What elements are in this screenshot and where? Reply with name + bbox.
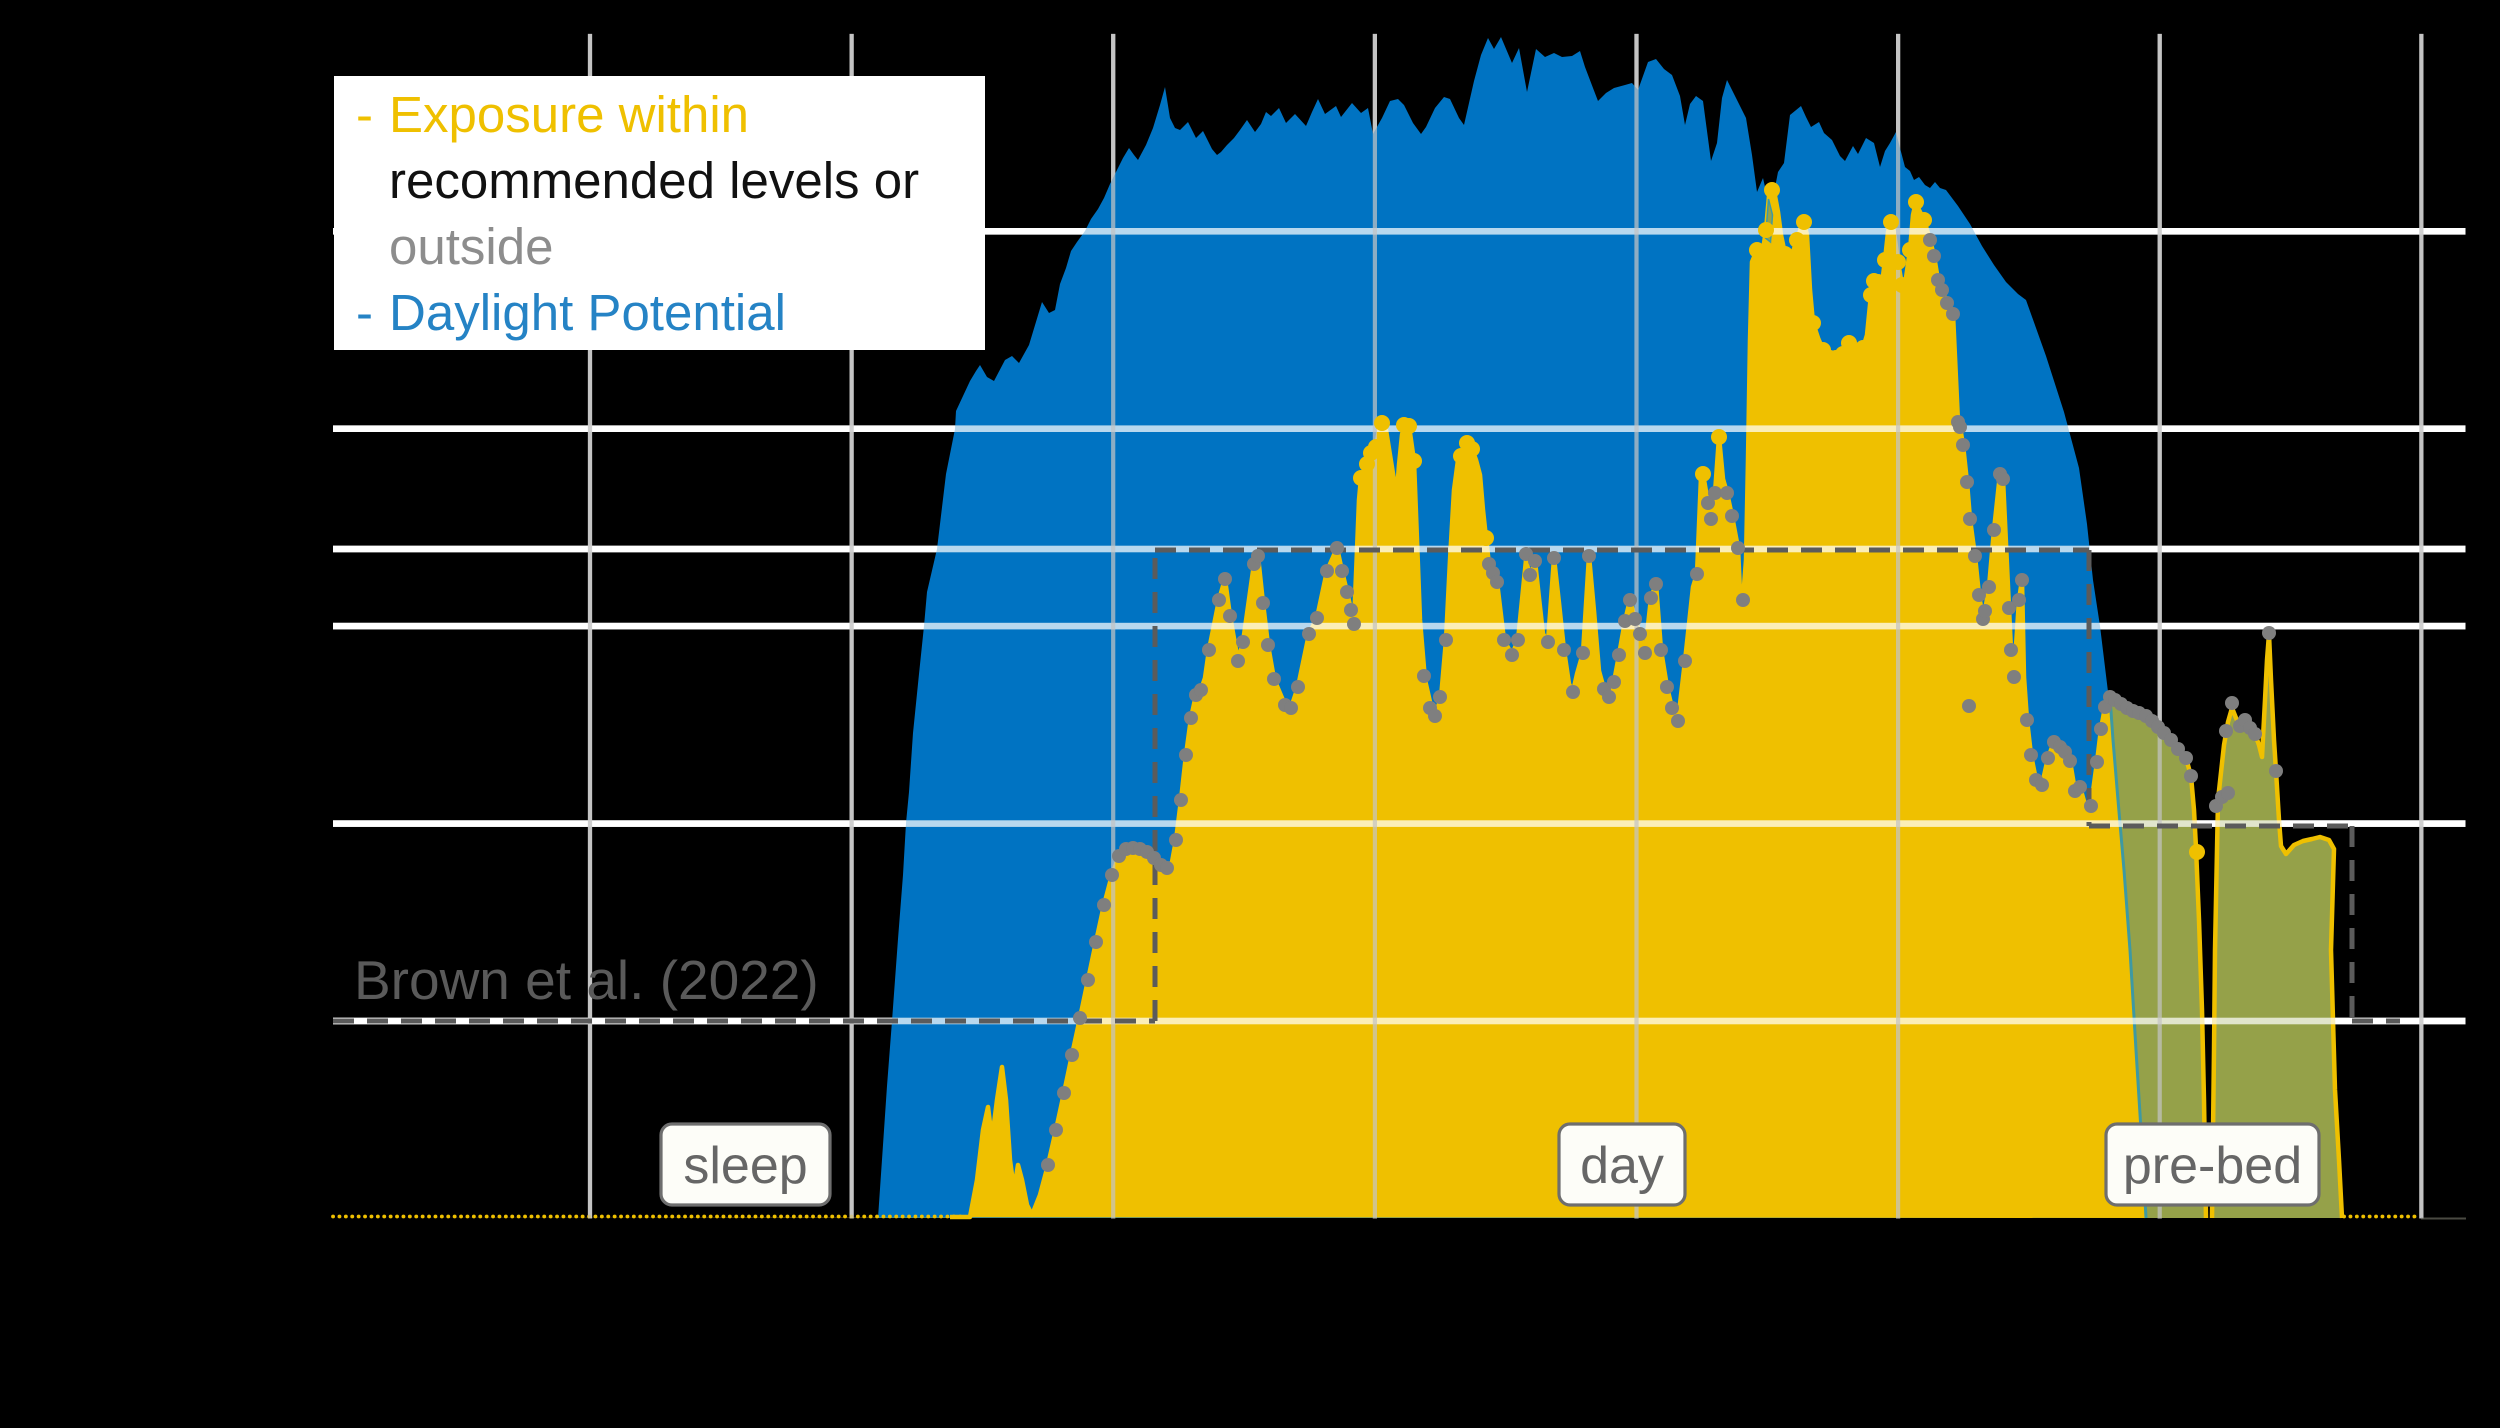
svg-text:-: - <box>356 284 373 341</box>
svg-text:recommended levels or: recommended levels or <box>389 152 919 209</box>
svg-text:day: day <box>1580 1137 1664 1195</box>
svg-text:sleep: sleep <box>683 1137 807 1195</box>
svg-text:Daylight Potential: Daylight Potential <box>389 284 786 341</box>
svg-text:-: - <box>356 86 373 143</box>
svg-text:Brown et al. (2022): Brown et al. (2022) <box>354 949 819 1011</box>
svg-text:Exposure within: Exposure within <box>389 86 749 143</box>
svg-text:outside: outside <box>389 218 553 275</box>
svg-text:pre-bed: pre-bed <box>2123 1137 2302 1195</box>
